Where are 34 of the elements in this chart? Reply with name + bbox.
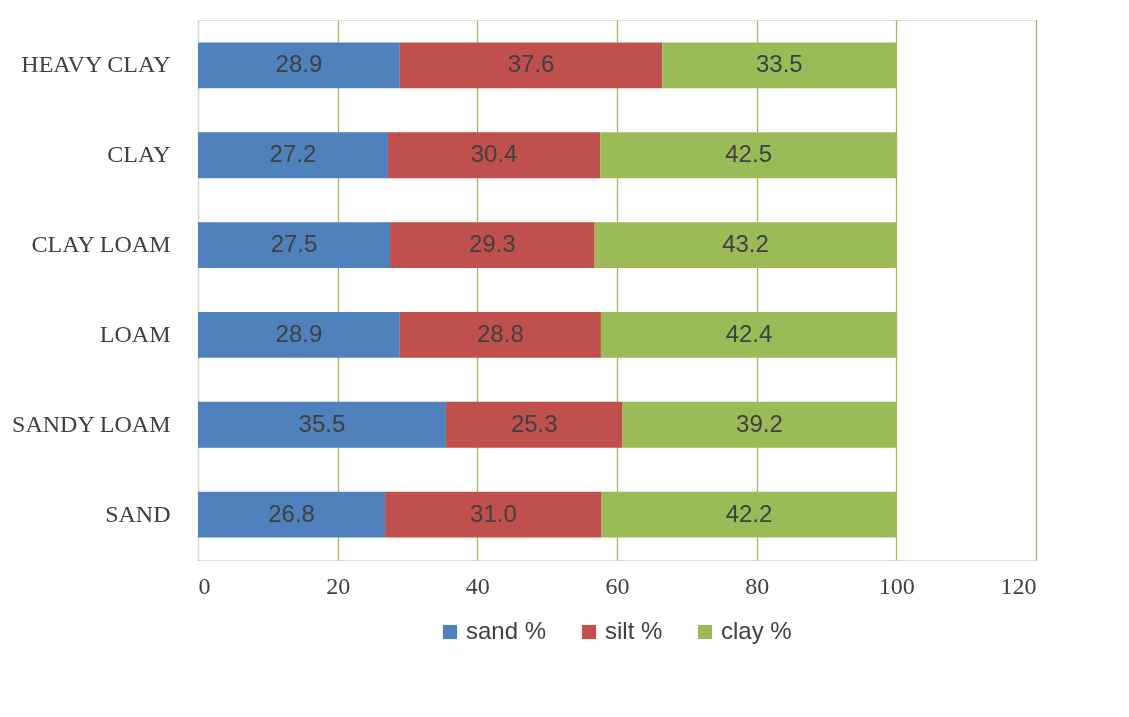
data-label: 42.4	[725, 319, 773, 347]
data-label: 42.2	[725, 499, 773, 527]
data-label: 28.8	[477, 319, 524, 347]
legend-label: clay %	[721, 617, 792, 644]
legend-label: sand %	[466, 617, 547, 644]
x-tick-label: 40	[465, 572, 490, 599]
data-label: 25.3	[510, 409, 558, 437]
data-label: 37.6	[507, 50, 555, 78]
data-label: 28.9	[275, 50, 323, 78]
data-label: 27.2	[269, 140, 317, 168]
data-label: 31.0	[470, 499, 517, 527]
x-tick-label: 80	[745, 572, 770, 599]
data-label: 35.5	[298, 409, 346, 437]
data-label: 30.4	[470, 140, 518, 168]
x-tick-label: 20	[326, 572, 351, 599]
data-label: 43.2	[722, 230, 769, 258]
y-tick-label: SAND	[105, 500, 171, 527]
data-label: 39.2	[736, 409, 783, 437]
legend-label: silt %	[605, 617, 663, 644]
y-tick-label: SANDY LOAM	[12, 410, 171, 437]
y-tick-label: HEAVY CLAY	[21, 51, 171, 78]
y-tick-label: CLAY	[107, 141, 171, 168]
x-tick-label: 60	[605, 572, 630, 599]
data-label: 26.8	[268, 499, 315, 527]
y-tick-label: CLAY LOAM	[31, 231, 171, 258]
data-label: 28.9	[275, 319, 323, 347]
x-tick-label: 100	[878, 572, 915, 599]
data-label: 33.5	[756, 50, 803, 78]
data-label: 27.5	[270, 230, 318, 258]
data-label: 29.3	[468, 230, 516, 258]
data-label: 42.5	[725, 140, 772, 168]
y-tick-label: LOAM	[99, 320, 171, 347]
x-tick-label: 0	[198, 572, 211, 599]
x-tick-label: 120	[1000, 572, 1037, 599]
